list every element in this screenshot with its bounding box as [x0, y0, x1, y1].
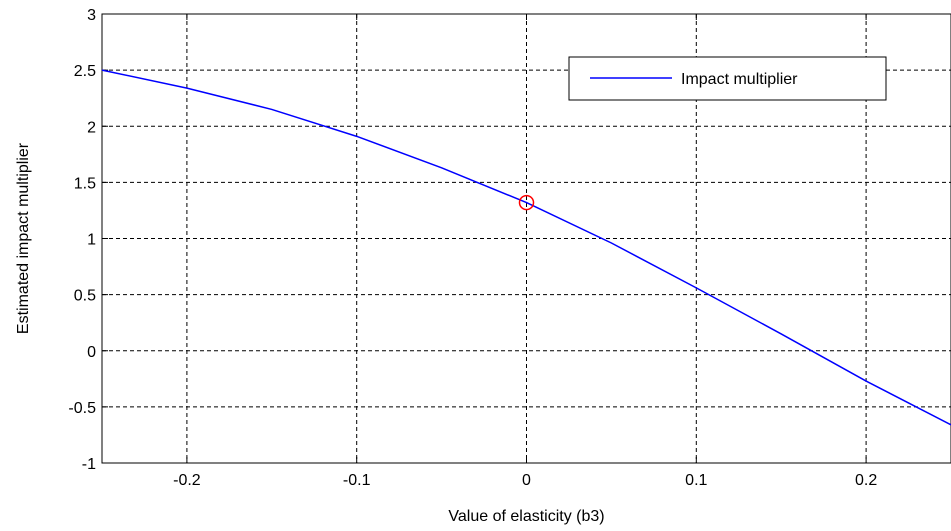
x-tick-label: 0	[522, 472, 531, 489]
y-tick-label: 2.5	[74, 63, 96, 80]
axis-ticks: -0.2 -0.1 0 0.1 0.2 -1 -0.5 0 0.5 1 1.5 2 2.5 3	[68, 7, 877, 489]
series-layer	[101, 69, 951, 426]
y-tick-label: 1.5	[74, 175, 96, 192]
series-line	[101, 69, 951, 426]
y-tick-label: 0	[87, 344, 96, 361]
x-axis-title: Value of elasticity (b3)	[448, 508, 604, 525]
marker-layer	[518, 194, 535, 211]
x-tick-label: -0.1	[343, 472, 371, 489]
y-tick-label: 2	[87, 119, 96, 136]
legend-label: Impact multiplier	[681, 71, 798, 88]
marker-circle	[518, 194, 535, 211]
y-tick-label: 0.5	[74, 288, 96, 305]
x-tick-label: 0.1	[685, 472, 707, 489]
y-tick-label: 1	[87, 232, 96, 249]
y-tick-label: 3	[87, 7, 96, 24]
x-tick-label: 0.2	[855, 472, 877, 489]
y-tick-label: -0.5	[68, 400, 96, 417]
x-tick-label: -0.2	[173, 472, 201, 489]
y-axis-title: Estimated impact multiplier	[15, 142, 32, 334]
y-tick-label: -1	[82, 456, 96, 473]
legend: Impact multiplier	[568, 56, 887, 101]
grid	[102, 14, 951, 463]
